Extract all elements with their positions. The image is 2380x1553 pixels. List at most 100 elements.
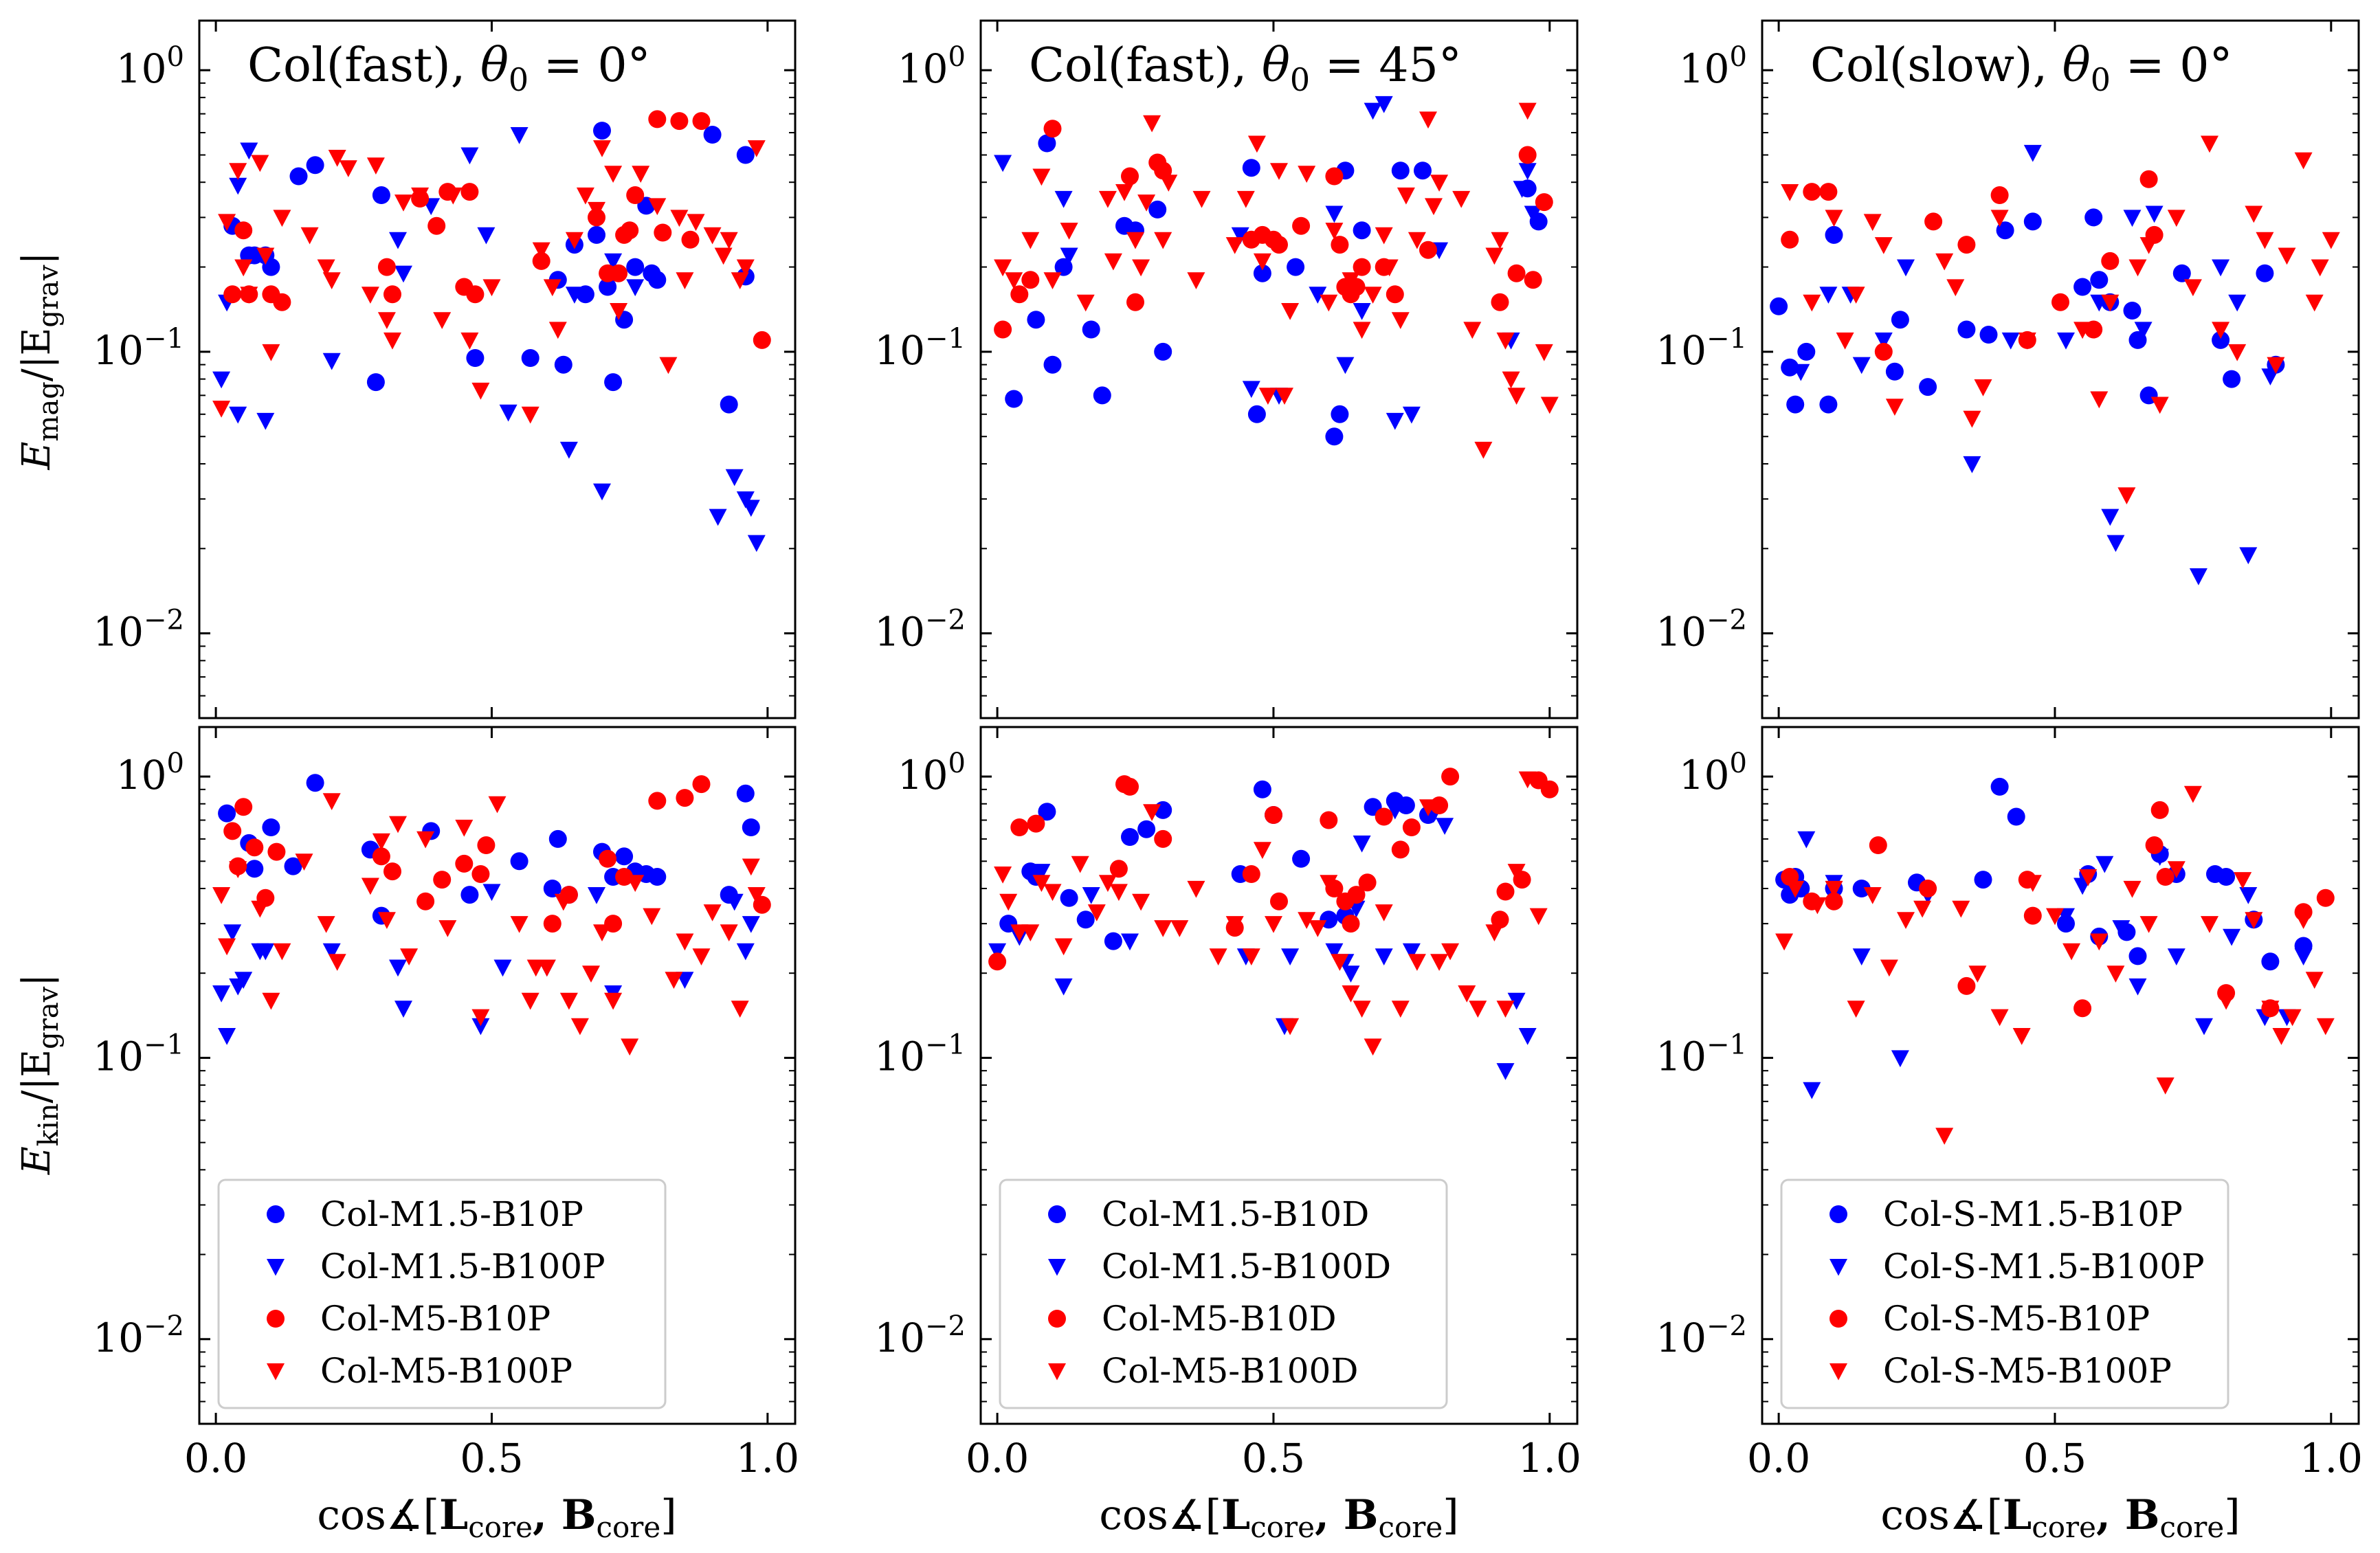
data-point [2256, 264, 2274, 282]
data-point [1891, 1050, 1909, 1068]
data-point [2156, 1077, 2175, 1095]
data-point [1507, 992, 1526, 1010]
plot-frame [979, 19, 1579, 719]
data-point [681, 230, 700, 249]
data-point [1258, 388, 1277, 405]
data-point [1968, 965, 1987, 983]
data-point [2212, 331, 2230, 349]
data-point [1375, 227, 1393, 245]
data-point [273, 210, 291, 227]
data-point [1458, 985, 1476, 1003]
data-point [1957, 320, 1976, 339]
data-point [1331, 236, 1349, 254]
legend-label: Col-M5-B10D [1102, 1299, 1337, 1339]
x-tick-label: 0.5 [1242, 1435, 1305, 1482]
data-point [2090, 391, 2109, 409]
data-point [234, 972, 253, 989]
y-tick-label: 10−1 [93, 1029, 184, 1080]
data-point [1419, 241, 1437, 259]
data-point [1342, 915, 1360, 933]
data-point [328, 150, 346, 167]
data-point [1819, 183, 1838, 201]
data-point [1775, 933, 1794, 951]
data-point [2023, 875, 2042, 892]
data-point [306, 774, 324, 792]
data-point [747, 140, 766, 157]
data-point [372, 833, 390, 851]
data-point [1974, 871, 1992, 889]
data-point [223, 285, 242, 304]
data-point [2001, 332, 2020, 350]
data-point [1242, 159, 1260, 177]
data-point [361, 878, 379, 895]
data-point [1347, 886, 1366, 904]
data-point [1121, 933, 1139, 951]
data-point [1496, 332, 1515, 350]
data-point [377, 312, 396, 329]
data-point [1364, 102, 1382, 120]
data-point [1353, 322, 1371, 339]
data-point [2156, 868, 2175, 886]
data-point [2316, 889, 2335, 907]
data-point [1242, 381, 1260, 399]
data-point [1397, 796, 1415, 814]
legend-marker [1048, 1363, 1066, 1381]
data-point [1391, 1001, 1410, 1018]
data-point [1819, 287, 1838, 304]
data-point [654, 223, 672, 242]
data-point [2217, 992, 2236, 1010]
data-point [2106, 535, 2125, 552]
data-point [648, 792, 667, 810]
data-point [1325, 205, 1344, 223]
data-point [455, 819, 474, 837]
data-point [2245, 205, 2263, 223]
legend-label: Col-S-M5-B100P [1883, 1351, 2172, 1391]
data-point [284, 857, 302, 875]
data-point [1342, 965, 1360, 983]
data-point [1115, 184, 1133, 201]
data-point [648, 868, 667, 886]
data-point [1996, 221, 2014, 240]
data-point [2278, 247, 2296, 265]
data-point [2183, 785, 2202, 803]
data-point [1076, 294, 1095, 312]
data-point [366, 373, 385, 392]
data-point [1358, 873, 1377, 892]
data-point [1408, 954, 1426, 971]
data-point [1496, 1001, 1515, 1018]
data-point [593, 122, 611, 140]
data-point [1874, 237, 1893, 254]
data-point [599, 849, 617, 868]
data-point [687, 214, 705, 232]
data-point [731, 272, 749, 289]
data-point [1005, 272, 1023, 289]
data-point [1441, 768, 1460, 786]
data-point [2261, 1001, 2280, 1018]
data-point [753, 331, 771, 349]
data-point [1897, 912, 1915, 929]
data-point [643, 908, 661, 926]
data-point [615, 847, 634, 866]
data-point [1803, 183, 1821, 201]
data-point [1364, 287, 1382, 304]
panel-top-right: 100 10−1 10−2 Col(slow), θ0 = 0° [1656, 19, 2360, 719]
data-point [366, 157, 385, 175]
data-point [2223, 370, 2241, 388]
data-point [2012, 1028, 2031, 1045]
plot-frame [198, 726, 797, 1425]
data-point [2261, 952, 2280, 971]
data-point [1054, 938, 1073, 956]
data-point [1386, 802, 1404, 820]
data-point [1154, 829, 1172, 848]
data-point [339, 160, 357, 177]
data-point [1518, 146, 1537, 164]
data-point [1010, 818, 1029, 836]
data-point [267, 842, 286, 861]
data-point [1309, 287, 1327, 304]
data-point [1247, 405, 1266, 423]
data-point [433, 871, 452, 889]
x-tick-label: 1.0 [2300, 1435, 2363, 1482]
data-point [1380, 259, 1399, 277]
data-point [322, 272, 341, 289]
data-point [1792, 364, 1810, 381]
